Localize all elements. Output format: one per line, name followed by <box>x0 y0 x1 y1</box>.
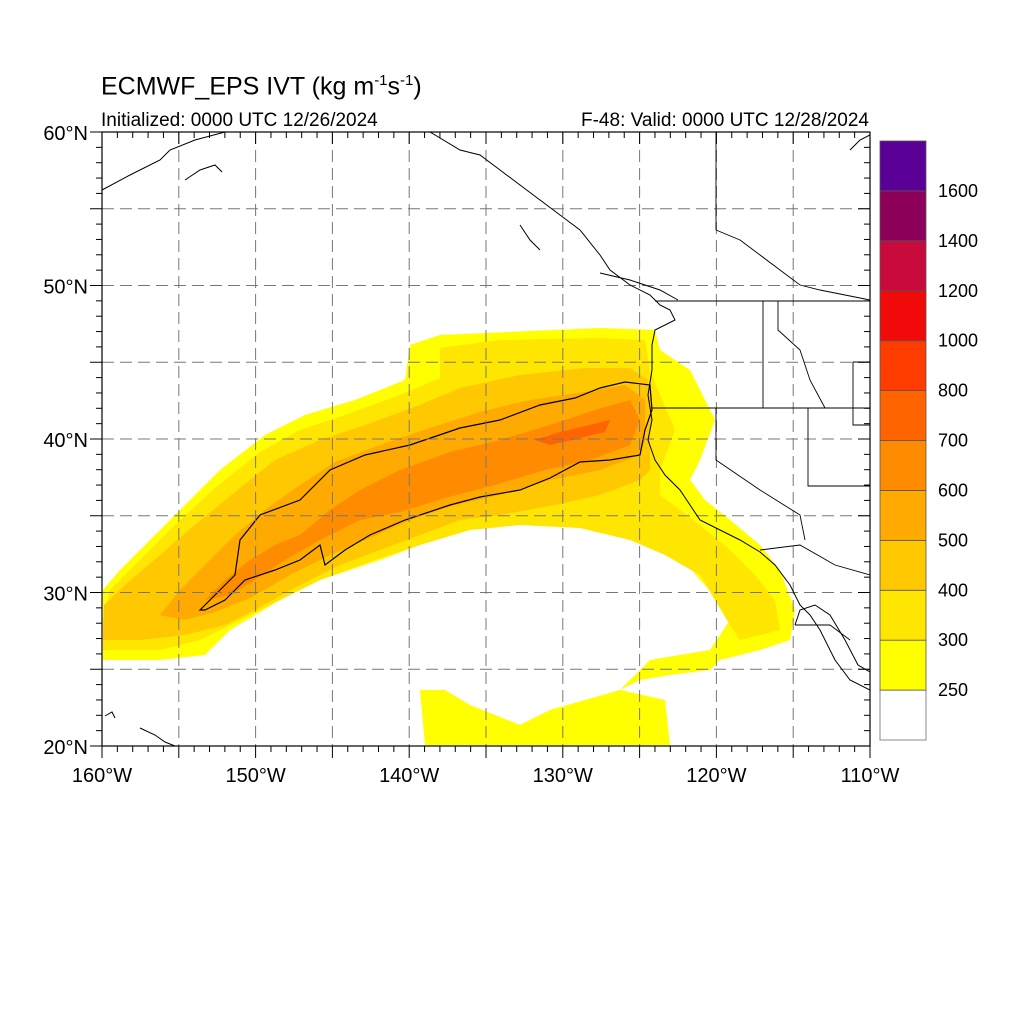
colorbar-label: 500 <box>938 530 968 550</box>
colorbar-bin <box>879 390 927 441</box>
initialized-time: Initialized: 0000 UTC 12/26/2024 <box>101 110 378 131</box>
colorbar-bin <box>879 589 927 641</box>
x-tick-label: 130°W <box>533 765 593 787</box>
colorbar-bin <box>879 490 927 541</box>
colorbar-label: 800 <box>938 381 968 401</box>
valid-time: F-48: Valid: 0000 UTC 12/28/2024 <box>581 110 869 131</box>
colorbar-label: 1200 <box>938 281 978 301</box>
x-tick-label: 110°W <box>841 765 900 787</box>
colorbar-label: 600 <box>938 480 968 500</box>
colorbar-bin <box>879 440 927 491</box>
map-grid: 160°W 150°W 140°W 130°W 120°W 110°W 60°N 50°N 40… <box>43 123 899 787</box>
colorbar-bin <box>879 340 927 391</box>
y-tick-label: 20°N <box>43 737 88 759</box>
colorbar-label: 1000 <box>938 331 978 351</box>
ivt-contour <box>198 381 653 611</box>
x-tick-label: 160°W <box>72 765 132 787</box>
colorbar-label: 700 <box>938 431 968 451</box>
ivt-shading <box>103 328 795 745</box>
coastlines <box>102 132 870 746</box>
x-tick-label: 140°W <box>379 765 439 787</box>
x-tick-label: 120°W <box>686 765 746 787</box>
y-tick-label: 50°N <box>43 277 88 299</box>
colorbar-bin <box>879 290 927 342</box>
colorbar-label: 1400 <box>938 231 978 251</box>
political-borders <box>652 132 870 641</box>
y-tick-label: 40°N <box>43 430 88 452</box>
colorbar-bin <box>879 539 927 591</box>
figure-title: ECMWF_EPS IVT (kg m-1s-1) <box>101 72 422 101</box>
y-tick-label: 60°N <box>43 123 88 145</box>
colorbar-label: 300 <box>938 630 968 650</box>
colorbar-bin-below <box>879 689 927 741</box>
x-tick-label: 150°W <box>225 765 285 787</box>
colorbar-label: 400 <box>938 580 968 600</box>
colorbar: 250 300 400 500 600 700 800 1000 1200 1400 1600 <box>879 140 978 741</box>
colorbar-label: 250 <box>938 680 968 700</box>
colorbar-bin <box>879 240 927 292</box>
colorbar-bin <box>879 190 927 242</box>
y-tick-label: 30°N <box>43 584 88 606</box>
colorbar-label: 1600 <box>938 181 978 201</box>
colorbar-bin <box>879 639 927 691</box>
colorbar-bin <box>879 140 927 192</box>
